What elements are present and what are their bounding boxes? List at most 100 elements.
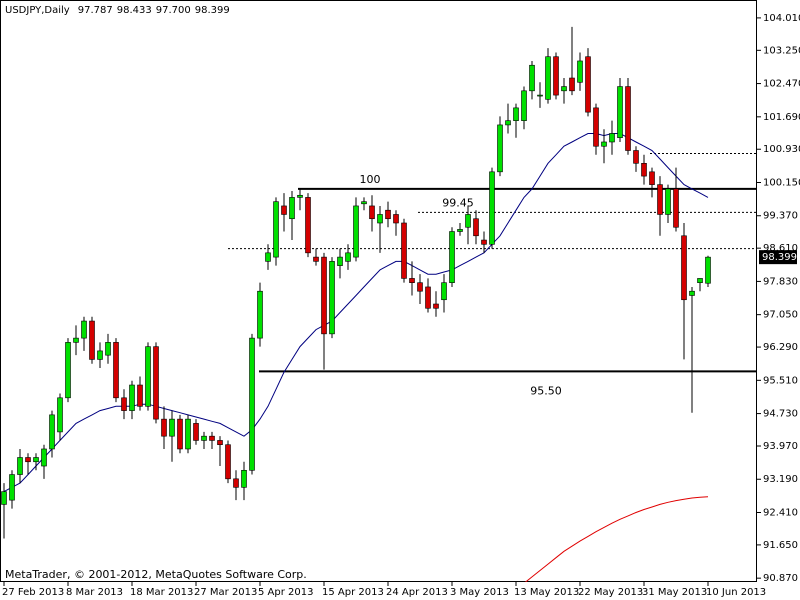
candle-body <box>217 440 223 446</box>
candle-body <box>657 184 663 215</box>
candle-body <box>513 107 519 121</box>
y-tick-label: 94.730 <box>763 409 798 420</box>
candle-body <box>25 457 31 463</box>
price-box <box>759 250 797 265</box>
y-tick-label: 104.010 <box>763 13 800 24</box>
candle-body <box>337 256 343 266</box>
x-tick-label: 5 Apr 2013 <box>258 587 313 598</box>
candle-body <box>577 60 583 83</box>
candle-body <box>161 418 167 437</box>
candle-body <box>153 346 159 420</box>
candle-body <box>97 350 103 360</box>
y-tick-label: 99.370 <box>763 211 798 222</box>
candle-body <box>401 222 407 279</box>
level-label: 95.50 <box>530 384 562 397</box>
candle-body <box>441 282 447 301</box>
candle-body <box>49 414 55 450</box>
level-label: 100 <box>360 173 381 186</box>
candle-body <box>113 342 119 399</box>
symbol: USDJPY,Daily <box>5 5 70 16</box>
candle-body <box>17 457 23 475</box>
candle-body <box>529 64 535 92</box>
x-tick-label: 8 Mar 2013 <box>66 587 123 598</box>
y-tick-label: 101.690 <box>763 112 800 123</box>
candle-body <box>697 278 703 283</box>
candle-body <box>377 214 383 224</box>
chart-header: USDJPY,Daily 97.787 98.433 97.700 98.399 <box>5 5 230 16</box>
candle-body <box>641 163 647 177</box>
candle-body <box>241 469 247 488</box>
y-tick-label: 92.410 <box>763 508 798 519</box>
y-tick-label: 93.970 <box>763 441 798 452</box>
candle-body <box>57 397 63 433</box>
candle-body <box>569 77 575 92</box>
candle-body <box>665 188 671 215</box>
x-tick-label: 22 May 2013 <box>578 587 643 598</box>
candle-body <box>489 171 495 245</box>
candle-body <box>449 231 455 283</box>
x-tick-label: 31 May 2013 <box>642 587 707 598</box>
candle-body <box>185 418 191 450</box>
candle-body <box>321 256 327 335</box>
candle-body <box>353 205 359 258</box>
candle-body <box>617 86 623 139</box>
candle-body <box>249 337 255 471</box>
x-tick-label: 27 Feb 2013 <box>2 587 64 598</box>
candle-body <box>289 197 295 220</box>
level-label: 99.45 <box>442 196 474 209</box>
candle-body <box>33 457 39 463</box>
candle-body <box>425 286 431 309</box>
x-tick-label: 10 Jun 2013 <box>706 587 766 598</box>
candle-body <box>505 120 511 126</box>
axes: 104.010 103.250 102.470 101.690 100.930 100.1… <box>2 13 800 598</box>
candle-body <box>41 448 47 467</box>
y-tick-label: 97.050 <box>763 310 798 321</box>
candle-body <box>233 478 239 488</box>
y-tick-label: 100.930 <box>763 144 800 155</box>
candle-body <box>121 397 127 411</box>
candle-body <box>81 320 87 339</box>
candle-body <box>313 256 319 262</box>
candle-body <box>105 342 111 356</box>
candle-body <box>145 346 151 407</box>
x-tick-label: 15 Apr 2013 <box>322 587 384 598</box>
moving-average <box>524 496 709 582</box>
candle-body <box>297 194 303 198</box>
candle-body <box>433 303 439 309</box>
candle-body <box>1 491 7 505</box>
candle-body <box>281 205 287 215</box>
y-tick-label: 102.470 <box>763 79 800 90</box>
candle-body <box>481 239 487 245</box>
candle-body <box>689 290 695 296</box>
candle-body <box>649 171 655 185</box>
candle-body <box>129 384 135 411</box>
candle-body <box>473 218 479 237</box>
y-tick-label: 103.250 <box>763 45 800 56</box>
candle-body <box>193 423 199 441</box>
candle-body <box>361 201 367 205</box>
candle-body <box>385 209 391 220</box>
candle-body <box>537 94 543 97</box>
candle-body <box>393 214 399 224</box>
close-price: 98.399 <box>195 5 230 16</box>
candle-body <box>593 107 599 147</box>
candle-body <box>225 444 231 480</box>
y-tick-label: 96.290 <box>763 342 798 353</box>
x-tick-label: 24 Apr 2013 <box>386 587 448 598</box>
candle-body <box>553 56 559 96</box>
y-tick-label: 100.150 <box>763 177 800 188</box>
candle-body <box>497 124 503 173</box>
candle-body <box>409 278 415 283</box>
candle-body <box>169 418 175 437</box>
candle-body <box>457 229 463 232</box>
copyright: MetaTrader, © 2001-2012, MetaQuotes Soft… <box>5 568 307 581</box>
candle-body <box>705 256 711 284</box>
open-price: 97.787 <box>78 5 113 16</box>
candle-body <box>201 435 207 441</box>
y-tick-label: 90.870 <box>763 573 798 584</box>
candle-body <box>265 252 271 262</box>
candle-body <box>273 201 279 258</box>
high-price: 98.433 <box>117 5 152 16</box>
candle-body <box>9 474 15 501</box>
